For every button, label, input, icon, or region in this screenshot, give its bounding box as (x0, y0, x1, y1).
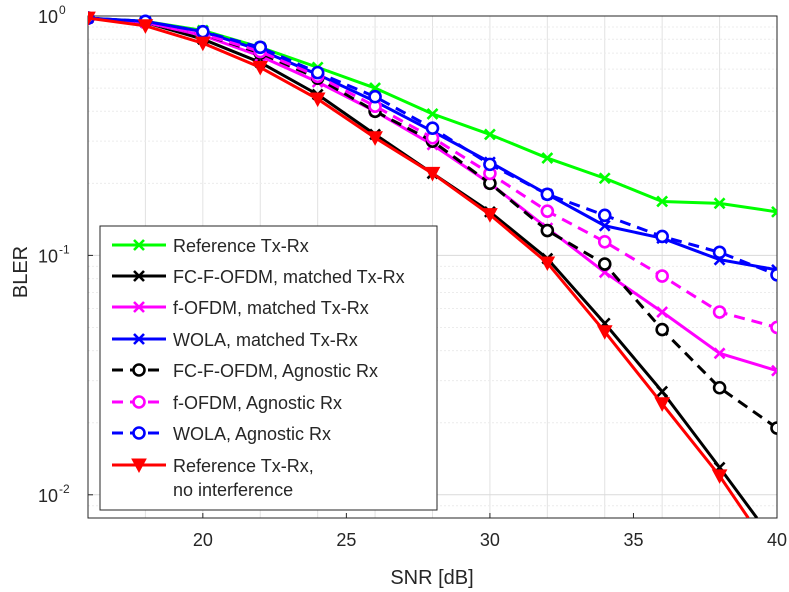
legend-label-line2: no interference (173, 480, 293, 500)
legend-item: WOLA, Agnostic Rx (112, 424, 331, 444)
y-tick-exponent: 0 (59, 3, 66, 17)
data-point (196, 24, 210, 39)
legend-label: f-OFDM, Agnostic Rx (173, 393, 342, 413)
axes-box (87, 15, 778, 519)
data-point (426, 107, 439, 120)
legend-item: WOLA, matched Tx-Rx (112, 330, 358, 350)
legend-item: Reference Tx-Rx (112, 236, 309, 256)
legend-label: FC-F-OFDM, Agnostic Rx (173, 361, 378, 381)
legend-box (99, 225, 438, 511)
data-point (367, 131, 383, 146)
data-point (770, 320, 777, 335)
data-point (770, 267, 777, 282)
legend-marker (132, 426, 146, 440)
data-point (597, 234, 612, 249)
data-point (309, 92, 326, 108)
data-point (540, 187, 555, 202)
legend-label: Reference Tx-Rx, (173, 456, 314, 476)
y-tick-label: 10 (38, 246, 58, 266)
data-point (597, 208, 612, 223)
data-point (770, 421, 777, 435)
y-tick-exponent: -2 (59, 482, 70, 496)
data-point (597, 257, 612, 271)
legend-marker (133, 270, 145, 282)
legend-marker (133, 301, 145, 313)
data-point (540, 204, 555, 218)
legend-marker (133, 239, 145, 251)
data-point (711, 469, 728, 484)
legend-marker (133, 333, 145, 345)
legend-marker (132, 363, 146, 377)
legend-marker (131, 458, 147, 474)
data-point (655, 269, 669, 283)
series-reference-tx-rx (88, 11, 750, 518)
data-point (137, 19, 154, 34)
data-point (771, 364, 777, 377)
data-point (712, 305, 727, 319)
data-point (655, 322, 669, 337)
data-point (252, 60, 269, 76)
legend-label: FC-F-OFDM, matched Tx-Rx (173, 267, 405, 287)
data-point (425, 121, 440, 135)
legend-item: f-OFDM, matched Tx-Rx (112, 298, 369, 318)
x-tick-label: 35 (623, 530, 643, 550)
data-point (541, 152, 554, 164)
data-point (540, 223, 555, 238)
legend: Reference Tx-Rx FC-F-OFDM, matched Tx-Rx f… (99, 225, 438, 511)
legend-item: FC-F-OFDM, Agnostic Rx (112, 361, 378, 381)
y-tick-exponent: -1 (59, 242, 70, 256)
legend-marker (132, 395, 146, 409)
legend-label: f-OFDM, matched Tx-Rx (173, 298, 369, 318)
data-point (656, 306, 669, 318)
data-point (368, 89, 382, 104)
x-axis-label: SNR [dB] (390, 567, 473, 589)
data-point (483, 157, 497, 172)
data-point (598, 219, 611, 232)
data-point (88, 11, 96, 27)
legend-label: WOLA, matched Tx-Rx (173, 330, 358, 350)
x-tick-label: 40 (767, 530, 787, 550)
data-point (656, 385, 669, 398)
x-tick-label: 25 (336, 530, 356, 550)
legend-item: Reference Tx-Rx, no interference (112, 456, 314, 500)
data-point (713, 347, 726, 360)
data-point (310, 65, 325, 80)
y-tick-label: 10 (38, 486, 58, 506)
data-point (712, 380, 727, 395)
data-point (194, 36, 211, 52)
x-tick-label: 30 (480, 530, 500, 550)
data-point (424, 166, 441, 182)
x-tick-label: 20 (193, 530, 213, 550)
data-point (596, 325, 613, 340)
series-layer (88, 11, 777, 518)
y-tick-label: 10 (38, 7, 58, 27)
data-point (713, 197, 726, 210)
legend-item: f-OFDM, Agnostic Rx (112, 393, 342, 413)
data-point (655, 229, 669, 244)
data-point (483, 128, 496, 141)
legend-label: WOLA, Agnostic Rx (173, 424, 331, 444)
data-point (598, 172, 611, 185)
y-axis-label: BLER (10, 246, 32, 298)
data-point (771, 205, 777, 218)
data-point (656, 195, 669, 208)
data-point (654, 397, 671, 412)
data-point (253, 40, 268, 55)
legend-item: FC-F-OFDM, matched Tx-Rx (112, 267, 405, 287)
data-point (482, 208, 498, 223)
legend-label: Reference Tx-Rx (173, 236, 309, 256)
data-point (539, 256, 556, 271)
data-point (712, 245, 727, 260)
